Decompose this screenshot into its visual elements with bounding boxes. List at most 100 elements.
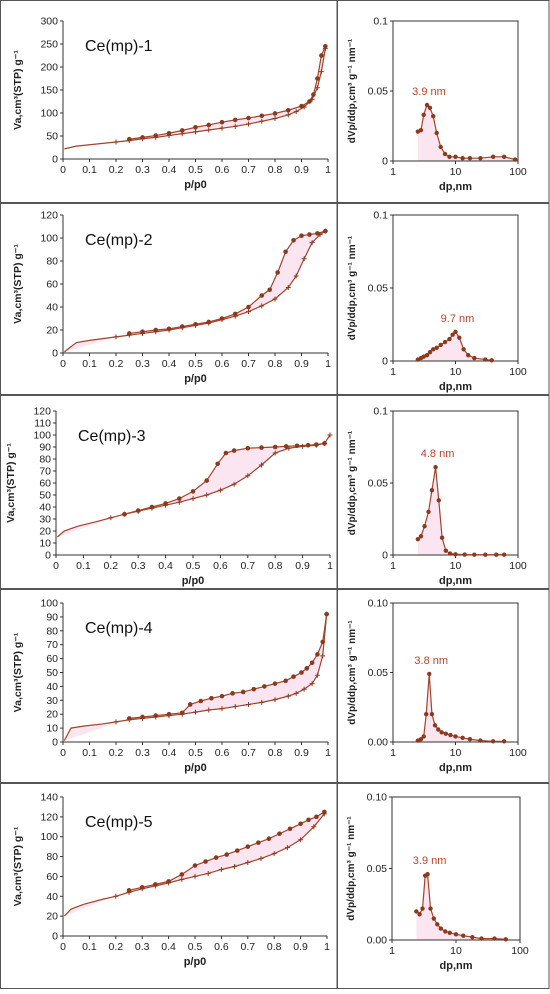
psd-point: [421, 112, 426, 118]
desorption-point: [275, 270, 280, 275]
x-tick-label: 0.9: [295, 560, 310, 572]
adsorption-point: [113, 334, 119, 340]
psd-x-tick-label: 100: [509, 747, 527, 759]
psd-point: [422, 524, 427, 529]
desorption-point: [206, 319, 212, 325]
adsorption-point: [272, 296, 278, 302]
psd-point: [427, 671, 432, 677]
psd-point: [431, 114, 436, 119]
y-tick-label: 100: [40, 598, 58, 610]
psd-x-tick-label: 10: [450, 560, 462, 572]
adsorption-point: [285, 693, 291, 699]
psd-y-tick-label: 0.05: [368, 283, 389, 295]
desorption-point: [291, 674, 296, 679]
desorption-point: [204, 478, 209, 483]
isotherm-plot: 0 0.1 0.2 0.3 0.4 0.5 0.6 0.7 0.8 0.9 101020304050…: [5, 406, 333, 588]
psd-y-tick-label: 0.00: [367, 935, 388, 947]
desorption-point: [122, 511, 127, 517]
x-tick-label: 0: [53, 560, 59, 572]
desorption-point: [291, 238, 296, 243]
adsorption-point: [298, 837, 304, 843]
adsorption-point: [232, 123, 238, 129]
psd-x-tick-label: 100: [509, 366, 527, 378]
sample-label: Ce(mp)-5: [85, 814, 153, 831]
psd-x-axis-title: dp,nm: [439, 575, 472, 587]
peak-annotation: 3.9 nm: [413, 855, 447, 867]
x-tick-label: 0: [60, 747, 66, 759]
adsorption-point: [309, 96, 315, 102]
peak-annotation: 9.7 nm: [441, 313, 475, 325]
psd-point: [420, 906, 425, 911]
psd-point: [434, 130, 439, 136]
y-tick-label: 40: [46, 302, 58, 314]
x-axis-title: p/p0: [184, 762, 207, 774]
panel-2: 0 0.1 0.2 0.3 0.4 0.5 0.6 0.7 0.8 0.9 102040608010…: [12, 210, 527, 394]
desorption-point: [323, 228, 328, 234]
adsorption-point: [314, 672, 320, 678]
y-tick-label: 110: [34, 418, 51, 430]
adsorption-point: [272, 116, 278, 122]
adsorption-point: [217, 487, 223, 493]
y-tick-label: 60: [46, 279, 58, 291]
adsorption-point: [245, 860, 251, 866]
y-tick-label: 20: [46, 709, 58, 721]
x-tick-label: 0: [60, 941, 66, 953]
hysteresis-shade: [64, 231, 326, 352]
x-tick-label: 1: [325, 747, 331, 759]
adsorption-point: [271, 851, 277, 857]
y-axis-title: Va,cm³(STP) g⁻¹: [12, 632, 24, 712]
x-tick-label: 0.1: [82, 358, 97, 370]
psd-point: [431, 347, 436, 352]
x-tick-label: 0.5: [186, 560, 201, 572]
y-tick-label: 0: [52, 348, 58, 360]
psd-point: [453, 329, 458, 334]
desorption-point: [298, 821, 303, 827]
x-tick-label: 0.1: [82, 941, 97, 953]
psd-point: [443, 548, 449, 553]
y-tick-label: 10: [39, 538, 51, 550]
x-tick-label: 0.9: [294, 747, 309, 759]
desorption-point: [305, 442, 311, 448]
x-tick-label: 0.8: [268, 560, 283, 572]
psd-frame: [392, 602, 519, 743]
adsorption-point: [219, 125, 225, 131]
psd-plot: 1 10 100 0.00 0.05 0.10 3.8 nm dp,nm dVp/ddp,cm³…: [347, 598, 527, 775]
desorption-point: [232, 311, 238, 317]
desorption-point: [306, 817, 311, 823]
psd-point: [503, 937, 509, 942]
psd-point: [453, 932, 459, 937]
adsorption-point: [219, 706, 225, 712]
psd-frame: [392, 410, 519, 556]
desorption-point: [187, 702, 193, 707]
psd-point: [447, 336, 452, 342]
hysteresis-shade: [57, 435, 331, 537]
peak-annotation: 3.8 nm: [414, 655, 448, 667]
desorption-point: [149, 504, 155, 510]
adsorption-point: [293, 109, 299, 115]
psd-point: [438, 926, 444, 931]
psd-x-axis-title: dp,nm: [439, 381, 472, 393]
psd-point: [457, 335, 462, 340]
isotherm-plot: 0 0.1 0.2 0.3 0.4 0.5 0.6 0.7 0.8 0.9 1 0 20 40 60 80 10…: [12, 792, 330, 969]
psd-x-tick-label: 100: [509, 166, 527, 178]
psd-point: [447, 930, 452, 936]
desorption-point: [267, 287, 273, 293]
adsorption-point: [231, 481, 237, 487]
y-tick-label: 60: [46, 871, 58, 883]
y-tick-label: 250: [40, 39, 58, 51]
adsorption-point: [320, 653, 326, 659]
psd-point: [421, 354, 426, 359]
desorption-point: [324, 611, 329, 617]
desorption-point: [283, 249, 288, 255]
x-axis-title: p/p0: [184, 956, 207, 968]
adsorption-point: [205, 870, 211, 876]
adsorption-point: [285, 112, 291, 118]
psd-x-tick-label: 10: [450, 366, 462, 378]
psd-point: [426, 509, 431, 514]
desorption-point: [287, 826, 293, 832]
x-tick-label: 0.3: [135, 164, 150, 176]
psd-y-tick-label: 0.05: [368, 86, 389, 98]
desorption-point: [230, 691, 235, 696]
grid-cell-right: [337, 589, 550, 783]
